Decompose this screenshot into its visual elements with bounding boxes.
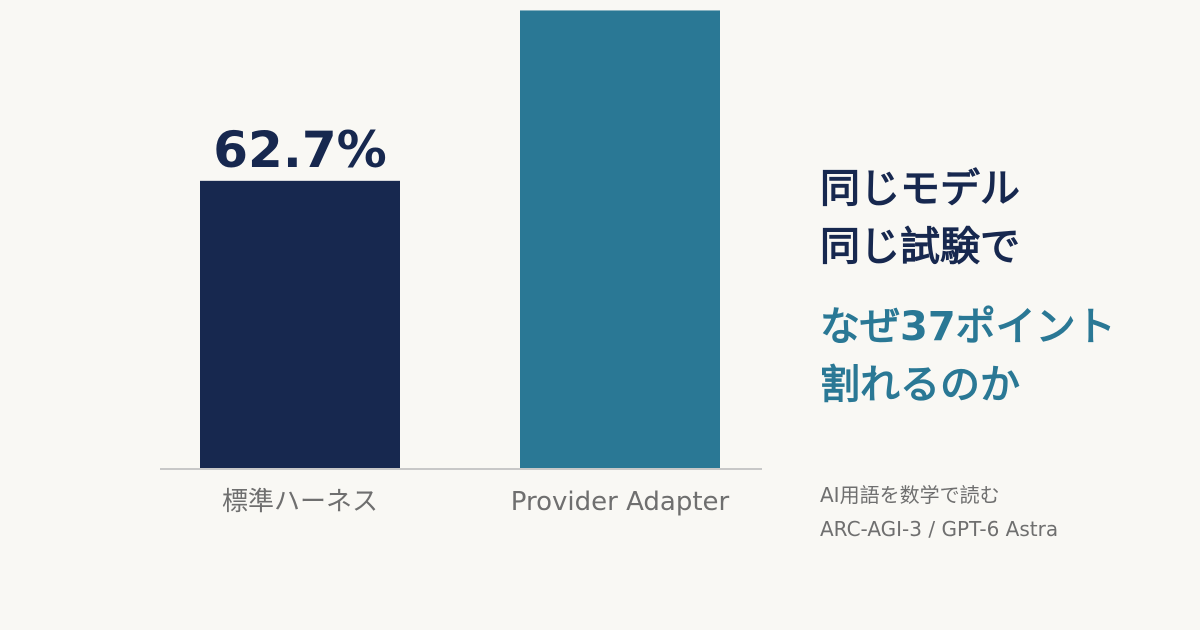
headline-line-2: 同じ試験で xyxy=(820,224,1020,270)
text-panel: 同じモデル 同じ試験で なぜ37ポイント 割れるのか xyxy=(820,160,1180,414)
bar-1 xyxy=(200,180,400,469)
category-label-1: 標準ハーネス xyxy=(222,487,378,517)
bar-chart: 62.7% 標準ハーネス 99.9% Provider Adapter xyxy=(160,0,762,517)
accent-line-1: なぜ37ポイント xyxy=(820,304,1116,350)
value-label-1: 62.7% xyxy=(213,121,386,179)
topic-subtitle: ARC-AGI-3 / GPT-6 Astra xyxy=(820,517,1059,541)
category-label-2: Provider Adapter xyxy=(511,487,730,517)
meta-info: AI用語を数学で読む ARC-AGI-3 / GPT-6 Astra xyxy=(820,478,1180,546)
accent-question: なぜ37ポイント 割れるのか xyxy=(820,298,1180,414)
series-title: AI用語を数学で読む xyxy=(820,483,1000,507)
value-label-2: 99.9% xyxy=(533,0,706,8)
headline-line-1: 同じモデル xyxy=(820,166,1020,212)
accent-line-2: 割れるのか xyxy=(820,362,1020,408)
bar-2 xyxy=(520,10,720,468)
